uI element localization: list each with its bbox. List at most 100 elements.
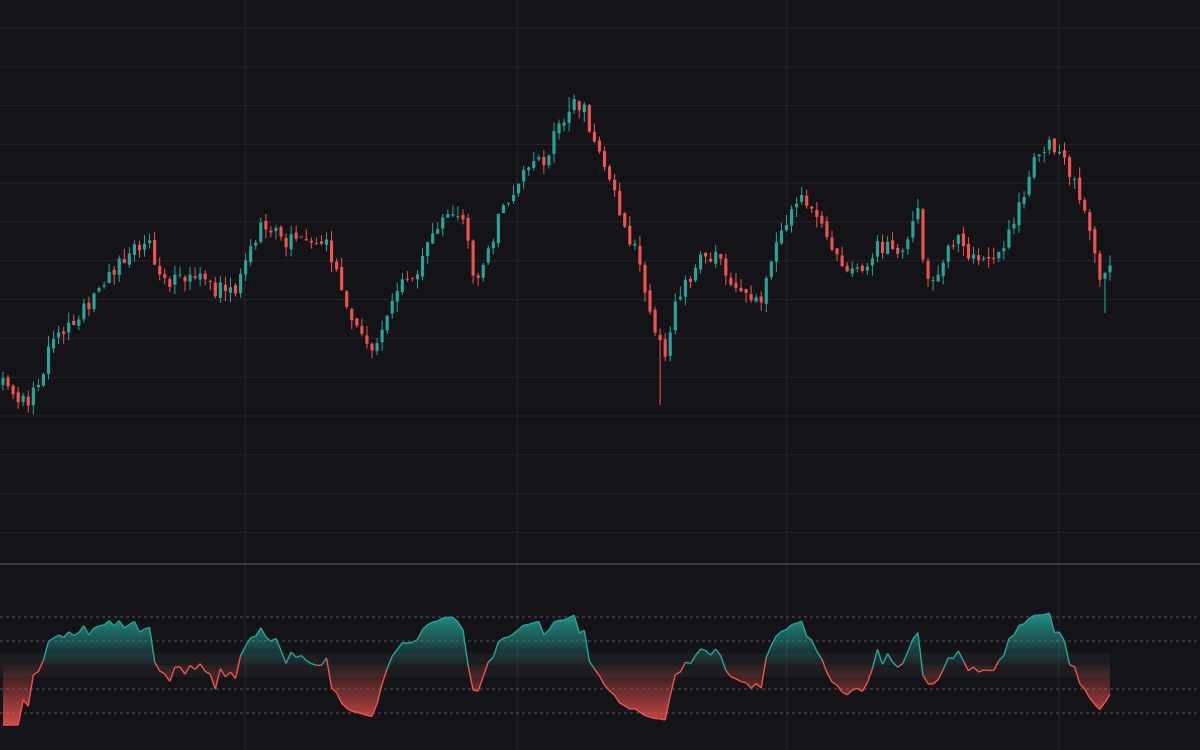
oscillator-segment-121 (609, 690, 616, 696)
candle-body (729, 277, 733, 285)
candle-67 (340, 257, 344, 291)
candle-body (481, 264, 485, 278)
oscillator-segment-86 (432, 620, 438, 623)
oscillator-segment-214 (1079, 682, 1086, 690)
oscillator-segment-51 (255, 627, 262, 637)
candle-body (446, 214, 450, 218)
candle-162 (820, 211, 824, 228)
oscillator-segment-217 (1094, 703, 1101, 710)
candle-body (309, 240, 313, 243)
candle-body (547, 155, 551, 166)
candle-body (11, 385, 15, 395)
candle-125 (633, 239, 637, 250)
candle-9 (46, 336, 51, 380)
oscillator-segment-185 (932, 679, 939, 685)
oscillator-segment-77 (386, 656, 393, 669)
oscillator-segment-186 (937, 669, 944, 680)
candle-193 (977, 248, 981, 266)
candle-37 (188, 266, 192, 291)
oscillator-segment-219 (1104, 693, 1111, 703)
oscillator-segment-66 (331, 687, 338, 694)
candle-body (57, 332, 61, 338)
candle-118 (597, 136, 602, 154)
candle-body (355, 318, 359, 326)
candle-body (921, 209, 925, 260)
oscillator-segment-29 (144, 626, 150, 630)
candle-34 (173, 265, 177, 295)
oscillator-segment-131 (659, 718, 666, 721)
oscillator-segment-45 (224, 671, 231, 678)
candle-170 (860, 263, 864, 273)
candle-body (971, 254, 976, 259)
candle-126 (638, 235, 642, 272)
candle-89 (451, 205, 455, 218)
candle-body (1012, 223, 1016, 229)
candle-112 (567, 97, 571, 132)
candle-116 (587, 103, 591, 133)
oscillator-segment-199 (1003, 638, 1010, 657)
candle-8 (41, 372, 45, 387)
candle-120 (608, 164, 612, 182)
oscillator-segment-166 (836, 684, 843, 693)
oscillator-segment-88 (442, 616, 448, 619)
candle-140 (709, 252, 713, 263)
oscillator-segment-99 (497, 637, 504, 643)
candle-body (587, 105, 591, 132)
oscillator-segment-201 (1013, 625, 1020, 636)
candle-body (233, 285, 238, 294)
oscillator-segment-152 (765, 645, 772, 658)
candle-102 (517, 183, 521, 197)
candle-10 (51, 330, 56, 354)
candle-body (931, 280, 935, 282)
candle-151 (764, 275, 768, 313)
oscillator-segment-34 (169, 666, 176, 682)
candle-body (1073, 179, 1077, 181)
candle-3 (16, 386, 20, 409)
candle-body (886, 241, 890, 255)
candle-body (658, 334, 662, 341)
candle-72 (365, 326, 369, 349)
oscillator-segment-55 (275, 638, 282, 651)
candle-body (577, 101, 581, 111)
oscillator-segment-11 (53, 634, 59, 639)
candle-87 (441, 213, 445, 237)
oscillator-segment-134 (674, 671, 681, 676)
oscillator-segment-170 (856, 687, 863, 692)
oscillator-segment-177 (892, 661, 899, 668)
oscillator-segment-17 (83, 625, 90, 636)
candle-body (653, 309, 657, 333)
oscillator-fill-above (3, 612, 1110, 665)
oscillator-segment-39 (194, 663, 201, 670)
candle-body (805, 195, 809, 206)
candle-154 (779, 222, 783, 245)
candle-body (567, 111, 571, 123)
candle-80 (405, 271, 409, 282)
candle-body (926, 260, 930, 279)
candle-33 (168, 276, 172, 293)
candle-body (324, 239, 329, 245)
candle-body (299, 236, 303, 238)
oscillator-segment-203 (1023, 618, 1030, 625)
candle-body (1103, 272, 1107, 279)
oscillator-segment-155 (781, 628, 787, 633)
candle-body (158, 265, 162, 275)
candle-body (734, 282, 738, 288)
candle-79 (400, 273, 404, 295)
candle-139 (704, 252, 708, 264)
candle-body (1027, 176, 1031, 195)
oscillator-segment-148 (745, 682, 752, 689)
oscillator-segment-161 (811, 639, 818, 652)
oscillator-segment-46 (229, 671, 237, 679)
oscillator-segment-120 (603, 684, 611, 692)
oscillator-segment-197 (993, 660, 1000, 671)
oscillator-segment-67 (335, 692, 343, 704)
oscillator-segment-162 (816, 650, 823, 660)
oscillator-pane (0, 612, 1200, 726)
candle-body (845, 265, 849, 272)
candle-145 (734, 273, 738, 293)
oscillator-segment-169 (851, 687, 858, 691)
candle-60 (304, 229, 308, 241)
candle-45 (228, 277, 233, 303)
candle-body (1083, 200, 1087, 211)
oscillator-segment-31 (154, 661, 161, 672)
